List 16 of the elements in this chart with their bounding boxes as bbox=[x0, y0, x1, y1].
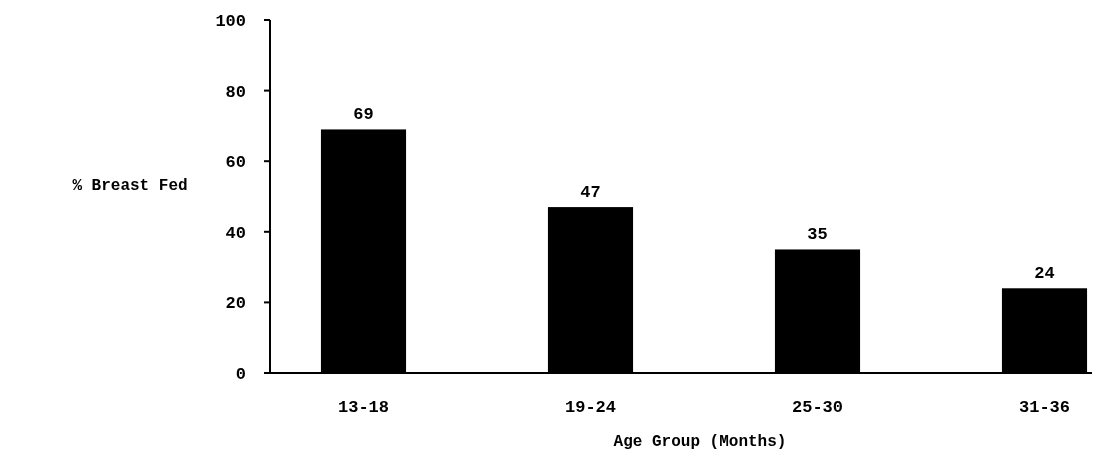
x-tick-label: 13-18 bbox=[337, 398, 390, 417]
y-tick-label: 0 bbox=[235, 364, 246, 384]
x-tick-label: 31-36 bbox=[1018, 398, 1071, 417]
x-tick-label: 25-30 bbox=[791, 398, 844, 417]
y-tick-label: 100 bbox=[215, 11, 246, 31]
x-tick-label: 19-24 bbox=[564, 398, 617, 417]
y-tick-label: 40 bbox=[225, 223, 246, 243]
data-label: 24 bbox=[1034, 264, 1055, 284]
y-tick-label: 60 bbox=[225, 153, 246, 173]
y-axis-title: % Breast Fed bbox=[72, 177, 188, 195]
data-label: 35 bbox=[807, 225, 828, 245]
data-label: 69 bbox=[353, 105, 374, 125]
x-axis-title: Age Group (Months) bbox=[613, 433, 787, 451]
y-tick-label: 80 bbox=[225, 82, 246, 102]
data-label: 47 bbox=[580, 183, 601, 203]
y-tick-label: 20 bbox=[225, 294, 246, 314]
